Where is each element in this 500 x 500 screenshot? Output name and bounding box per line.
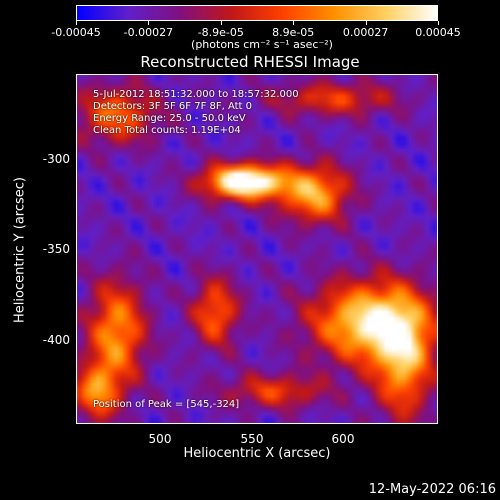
colorbar-tick (438, 21, 439, 25)
heatmap-image (77, 75, 437, 423)
colorbar-tick (365, 21, 367, 25)
y-axis-label: Heliocentric Y (arcsec) (12, 177, 28, 323)
method-label: Clean Total counts: 1.19E+04 (93, 125, 241, 136)
colorbar-tick (148, 21, 150, 25)
colorbar-tick (293, 21, 295, 25)
colorbar (76, 5, 438, 21)
detectors-label: Detectors: 3F 5F 6F 7F 8F, Att 0 (93, 101, 253, 112)
colorbar-tick-label: 8.9e-05 (272, 26, 315, 39)
colorbar-tick (220, 21, 222, 25)
peak-position-label: Position of Peak = [545,-324] (93, 399, 240, 410)
plot-area: 5-Jul-2012 18:51:32.000 to 18:57:32.000 … (76, 74, 438, 424)
colorbar-tick-label: -8.9e-05 (197, 26, 244, 39)
colorbar-tick-label: 0.00027 (342, 26, 389, 39)
x-tick-label: 550 (240, 432, 264, 446)
x-tick-label: 500 (148, 432, 172, 446)
colorbar-units: (photons cm⁻² s⁻¹ asec⁻²) (191, 38, 333, 51)
y-tick-label: -350 (42, 242, 70, 256)
chart-title: Reconstructed RHESSI Image (140, 53, 360, 71)
colorbar-tick-label: 0.00045 (415, 26, 461, 39)
time-range-label: 5-Jul-2012 18:51:32.000 to 18:57:32.000 (93, 89, 299, 100)
y-tick-label: -400 (42, 333, 70, 347)
energy-range-label: Energy Range: 25.0 - 50.0 keV (93, 113, 246, 124)
colorbar-tick-label: -0.00045 (51, 26, 101, 39)
y-tick-label: -300 (42, 152, 70, 166)
x-axis-label: Heliocentric X (arcsec) (183, 446, 331, 461)
date-stamp: 12-May-2022 06:16 (368, 482, 496, 497)
colorbar-tick (76, 21, 77, 25)
x-tick-label: 600 (331, 432, 355, 446)
colorbar-tick-label: -0.00027 (123, 26, 174, 39)
